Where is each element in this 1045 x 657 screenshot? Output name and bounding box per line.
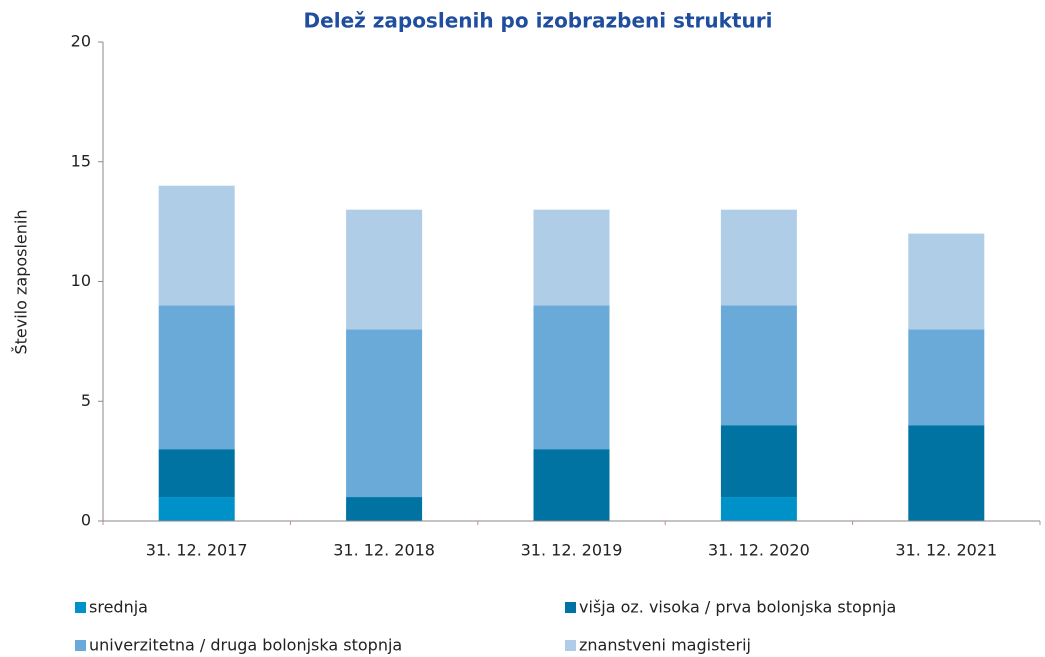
- bar-segment: [720, 497, 797, 521]
- bar-segment: [533, 449, 610, 521]
- bar-segment: [533, 209, 610, 306]
- bar-segment: [908, 233, 985, 330]
- bar-segment: [720, 209, 797, 306]
- chart-title: Delež zaposlenih po izobrazbeni struktur…: [304, 9, 773, 33]
- bar-segment: [158, 185, 235, 306]
- legend-label: srednja: [89, 598, 148, 617]
- x-tick-label: 31. 12. 2021: [895, 541, 997, 560]
- bar-segment: [346, 497, 423, 521]
- legend-label: višja oz. visoka / prva bolonjska stopnj…: [579, 598, 896, 617]
- y-tick-label: 20: [71, 32, 91, 51]
- y-tick-label: 15: [71, 151, 91, 170]
- bar-segment: [908, 425, 985, 521]
- y-tick-label: 10: [71, 271, 91, 290]
- x-tick-label: 31. 12. 2020: [708, 541, 810, 560]
- bar-segment: [158, 497, 235, 521]
- legend-swatch: [565, 640, 576, 651]
- legend-label: znanstveni magisterij: [579, 636, 751, 655]
- x-tick-label: 31. 12. 2019: [521, 541, 623, 560]
- x-tick-label: 31. 12. 2018: [333, 541, 435, 560]
- bar-segment: [346, 329, 423, 498]
- bar-segment: [158, 305, 235, 450]
- bar-segment: [346, 209, 423, 330]
- y-tick-label: 5: [81, 391, 91, 410]
- y-tick-label: 0: [81, 511, 91, 530]
- x-tick-label: 31. 12. 2017: [146, 541, 248, 560]
- bar-segment: [720, 425, 797, 498]
- legend-swatch: [565, 602, 576, 613]
- legend-label: univerzitetna / druga bolonjska stopnja: [89, 636, 402, 655]
- bar-segment: [908, 329, 985, 426]
- bar-segment: [533, 305, 610, 450]
- y-axis-label: Število zaposlenih: [12, 209, 31, 354]
- bar-segment: [158, 449, 235, 498]
- bar-segment: [720, 305, 797, 426]
- legend-swatch: [75, 640, 86, 651]
- legend-swatch: [75, 602, 86, 613]
